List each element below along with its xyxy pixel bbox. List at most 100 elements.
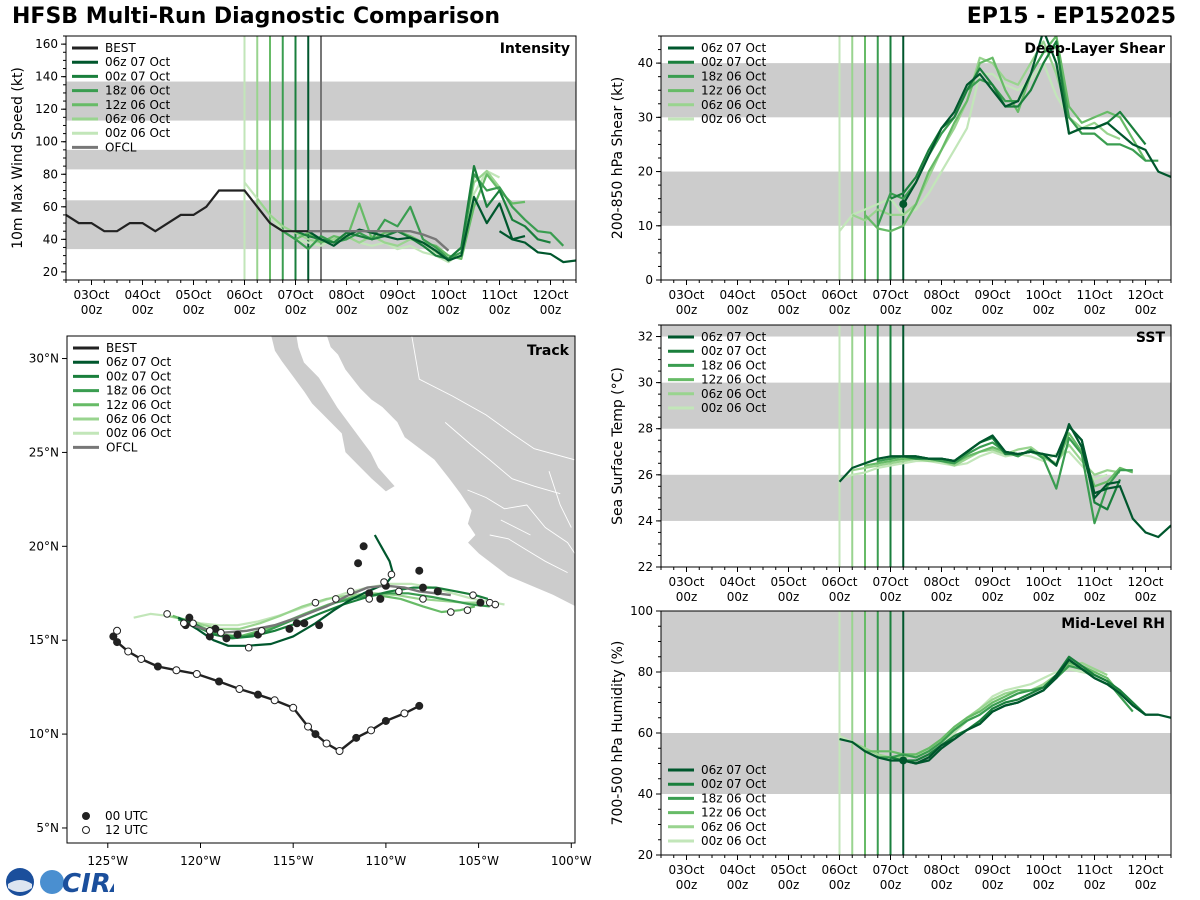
legend-label: 06z 06 Oct (701, 820, 767, 834)
panel-title: Track (527, 343, 570, 359)
track-point-12utc (346, 587, 355, 596)
x-tick-label: 03Oct (668, 575, 704, 589)
best-point-12utc (113, 626, 122, 635)
x-tick-label: 07Oct (872, 575, 908, 589)
legend-label: 12 UTC (105, 823, 148, 837)
x-tick-label-hour: 00z (778, 590, 800, 604)
track-point-00utc (233, 630, 242, 639)
best-point-12utc (304, 722, 313, 731)
y-tick-label: 22 (638, 560, 653, 574)
x-tick-label: 09Oct (974, 575, 1010, 589)
best-point-12utc (192, 670, 201, 678)
panel-shear: 01020304003Oct00z04Oct00z05Oct00z06Oct00… (610, 35, 1172, 317)
x-tick-label: 04Oct (719, 575, 755, 589)
legend-marker-12utc (82, 826, 90, 834)
y-tick-label: 28 (638, 422, 653, 436)
x-tick-label-hour: 00z (1033, 878, 1055, 892)
state-border (489, 534, 568, 574)
y-tick-label: 40 (638, 56, 653, 70)
x-tick-label-hour: 00z (234, 303, 256, 317)
map-frame (66, 335, 576, 844)
land-mexico (326, 336, 575, 607)
plot-area (661, 611, 1171, 855)
x-tick-label: 11Oct (1076, 288, 1112, 302)
plot-area (661, 36, 1171, 280)
x-tick-label-hour: 00z (676, 590, 698, 604)
x-tick-label: 12Oct (532, 288, 568, 302)
x-tick-label: 05Oct (175, 288, 211, 302)
track-point-12utc (217, 628, 225, 637)
track-point-12utc (463, 606, 472, 614)
best-point-12utc (172, 666, 181, 675)
best-point-00utc (415, 701, 424, 710)
y-tick-label: 60 (638, 726, 653, 740)
best-point-00utc (215, 677, 224, 686)
x-tick-label-hour: 00z (727, 590, 749, 604)
state-border (548, 471, 572, 528)
track-point-00utc (300, 619, 309, 628)
track-line-00z-07-oct (177, 586, 489, 640)
lat-tick-label: 30°N (29, 352, 59, 366)
legend-label: 06z 07 Oct (105, 55, 171, 69)
track-point-00utc (359, 542, 368, 551)
x-tick-label-hour: 00z (880, 878, 902, 892)
x-tick-label-hour: 00z (183, 303, 205, 317)
x-tick-label: 06Oct (821, 288, 857, 302)
figure-title: HFSB Multi-Run Diagnostic Comparison (12, 4, 500, 29)
track-point-00utc (285, 624, 294, 633)
y-tick-label: 30 (638, 110, 653, 124)
x-tick-label-hour: 00z (387, 303, 409, 317)
y-tick-label: 10 (638, 219, 653, 233)
x-tick-label-hour: 00z (727, 303, 749, 317)
x-tick-label-hour: 00z (829, 590, 851, 604)
legend-label: 06z 06 Oct (701, 98, 767, 112)
x-tick-label-hour: 00z (931, 878, 953, 892)
panel-sst: 22242628303203Oct00z04Oct00z05Oct00z06Oc… (610, 324, 1172, 604)
best-point-00utc (381, 716, 390, 725)
x-tick-label-hour: 00z (1135, 878, 1157, 892)
best-line (66, 189, 309, 233)
best-track-line (111, 630, 420, 753)
best-future-line (498, 230, 576, 264)
y-tick-label: 30 (638, 376, 653, 390)
x-tick-label-hour: 00z (132, 303, 154, 317)
track-point-12utc (446, 608, 455, 616)
y-tick-label: 140 (35, 70, 58, 84)
x-tick-label: 10Oct (1025, 863, 1061, 877)
x-tick-label-hour: 00z (1033, 590, 1055, 604)
x-tick-label-hour: 00z (982, 878, 1004, 892)
legend-label: 00z 07 Oct (701, 344, 767, 358)
series-line-00z-06-oct (838, 62, 1095, 232)
track-point-12utc (244, 643, 253, 652)
y-tick-label: 60 (43, 200, 58, 214)
legend-label: 18z 06 Oct (105, 84, 171, 98)
x-tick-label: 08Oct (923, 575, 959, 589)
x-tick-label: 12Oct (1127, 575, 1163, 589)
x-tick-label-hour: 00z (676, 303, 698, 317)
y-tick-label: 100 (630, 604, 653, 618)
land-baja (270, 336, 396, 493)
x-tick-label: 05Oct (770, 863, 806, 877)
track-point-12utc (395, 587, 403, 596)
legend-label: 06z 06 Oct (701, 387, 767, 401)
track-point-12utc (311, 598, 320, 607)
track-point-12utc (189, 619, 197, 628)
best-point-00utc (311, 730, 320, 739)
track-point-12utc (365, 595, 374, 603)
analysis-point (899, 200, 908, 209)
track-point-00utc (315, 621, 324, 630)
best-line (838, 424, 1171, 539)
legend-label: 00z 07 Oct (106, 369, 172, 383)
x-tick-label: 08Oct (923, 288, 959, 302)
x-tick-label-hour: 00z (81, 303, 103, 317)
shaded-band (661, 63, 1171, 118)
track-point-12utc (257, 627, 266, 635)
track-point-00utc (418, 583, 427, 592)
legend-label: OFCL (106, 440, 138, 454)
legend-label: 18z 06 Oct (701, 69, 767, 83)
y-tick-label: 20 (638, 848, 653, 862)
plot-area (661, 325, 1171, 567)
lon-tick-label: 105°W (458, 854, 499, 868)
legend-label: 18z 06 Oct (701, 791, 767, 805)
track-point-12utc (163, 610, 171, 618)
